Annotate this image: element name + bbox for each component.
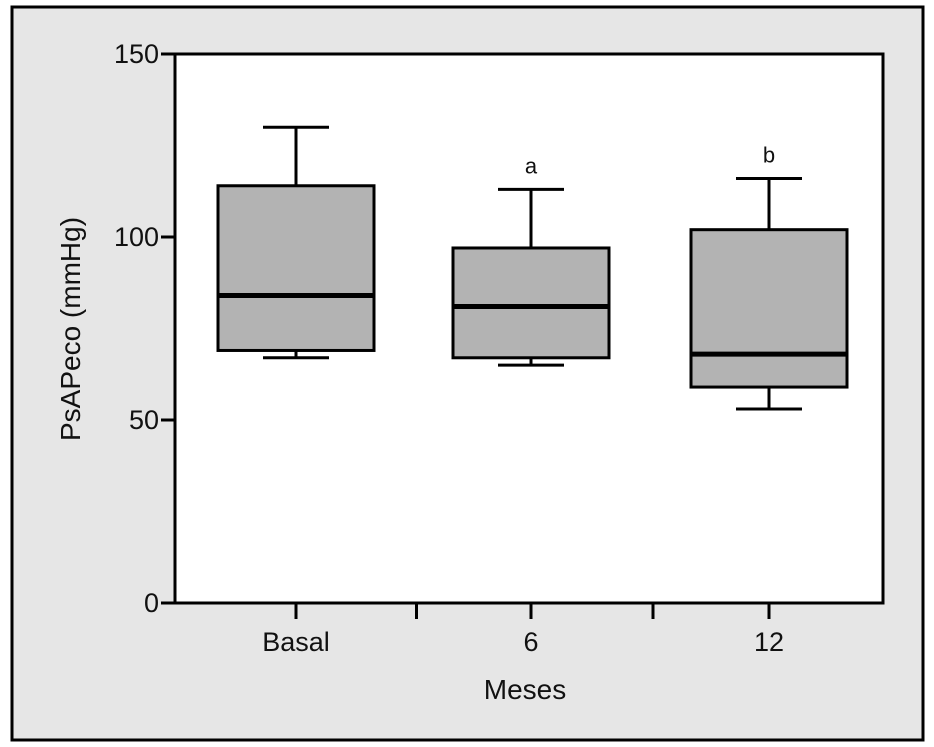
x-axis-title: Meses <box>484 674 566 705</box>
y-axis-title: PsAPeco (mmHg) <box>55 217 86 441</box>
y-tick-label-0: 0 <box>144 588 159 618</box>
x-tick-label-1: 6 <box>523 627 538 657</box>
x-tick-label-0: Basal <box>262 627 330 657</box>
significance-label: b <box>763 142 775 167</box>
box-iqr <box>689 228 849 389</box>
x-tick-label-2: 12 <box>754 627 784 657</box>
box-2: b <box>689 142 849 411</box>
y-axis: 0 50 100 150 <box>114 39 175 618</box>
box-iqr <box>451 246 611 360</box>
y-tick-label-2: 100 <box>114 222 159 252</box>
box-iqr <box>216 184 376 352</box>
x-axis: Basal 6 12 <box>262 603 784 657</box>
box-0 <box>216 125 376 360</box>
y-tick-label-1: 50 <box>129 405 159 435</box>
box-1: a <box>451 153 611 367</box>
significance-label: a <box>525 153 538 178</box>
y-tick-label-3: 150 <box>114 39 159 69</box>
